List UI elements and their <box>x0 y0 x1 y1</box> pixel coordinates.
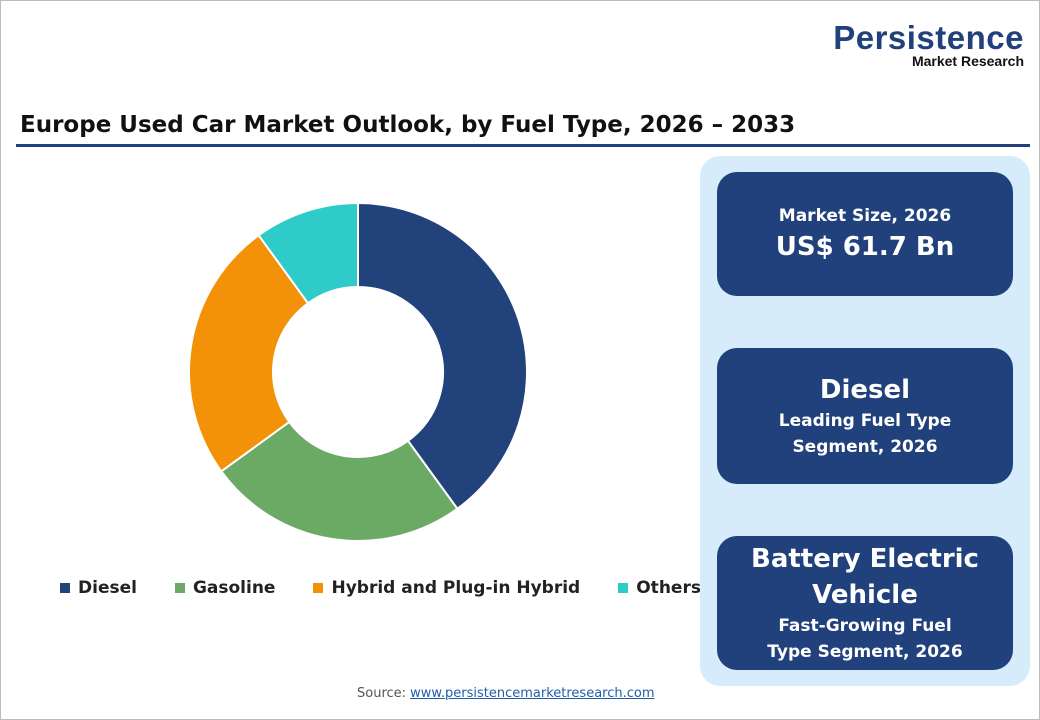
legend-swatch <box>174 583 185 593</box>
leading-segment-card: Diesel Leading Fuel Type Segment, 2026 <box>717 348 1013 484</box>
logo: Persistence Market Research <box>833 19 1024 69</box>
donut-chart <box>188 201 528 542</box>
market-size-card: Market Size, 2026 US$ 61.7 Bn <box>717 172 1013 296</box>
legend-swatch <box>313 583 324 593</box>
legend-label: Hybrid and Plug-in Hybrid <box>331 578 581 598</box>
source: Source: www.persistencemarketresearch.co… <box>357 686 655 701</box>
legend-label: Others <box>636 578 701 598</box>
card-label: Leading Fuel Type Segment, 2026 <box>778 411 952 457</box>
card-value: Battery Electric Vehicle <box>751 544 979 610</box>
legend-swatch <box>618 583 629 593</box>
card-label: Market Size, 2026 <box>778 206 952 226</box>
legend-label: Diesel <box>78 578 137 598</box>
legend-swatch <box>60 583 70 593</box>
slice-others <box>257 201 359 305</box>
legend-label: Gasoline <box>192 578 276 598</box>
legend-item: Diesel <box>60 578 137 598</box>
summary-panel: Market Size, 2026 US$ 61.7 Bn Diesel Lea… <box>700 156 1030 686</box>
source-label: Source: <box>357 686 407 701</box>
card-value: US$ 61.7 Bn <box>775 232 955 262</box>
legend-item: Hybrid and Plug-in Hybrid <box>313 578 580 598</box>
legend-item: Others <box>618 578 701 598</box>
chart-title: Europe Used Car Market Outlook, by Fuel … <box>20 112 796 138</box>
slice-gasoline <box>219 420 459 542</box>
card-value: Diesel <box>819 375 911 405</box>
legend: Diesel Gasoline Hybrid and Plug-in Hybrid O… <box>60 578 701 598</box>
legend-item: Gasoline <box>174 578 276 598</box>
slice-diesel <box>357 201 528 511</box>
title-divider <box>16 144 1030 147</box>
slice-hybrid-and-plug-in-hybrid <box>188 233 310 473</box>
card-label: Fast-Growing Fuel Type Segment, 2026 <box>767 616 963 662</box>
logo-line1: Persistence <box>833 19 1024 56</box>
fast-growing-card: Battery Electric Vehicle Fast-Growing Fu… <box>717 536 1013 670</box>
source-link[interactable]: www.persistencemarketresearch.com <box>410 686 655 701</box>
logo-line2: Market Research <box>911 53 1024 69</box>
